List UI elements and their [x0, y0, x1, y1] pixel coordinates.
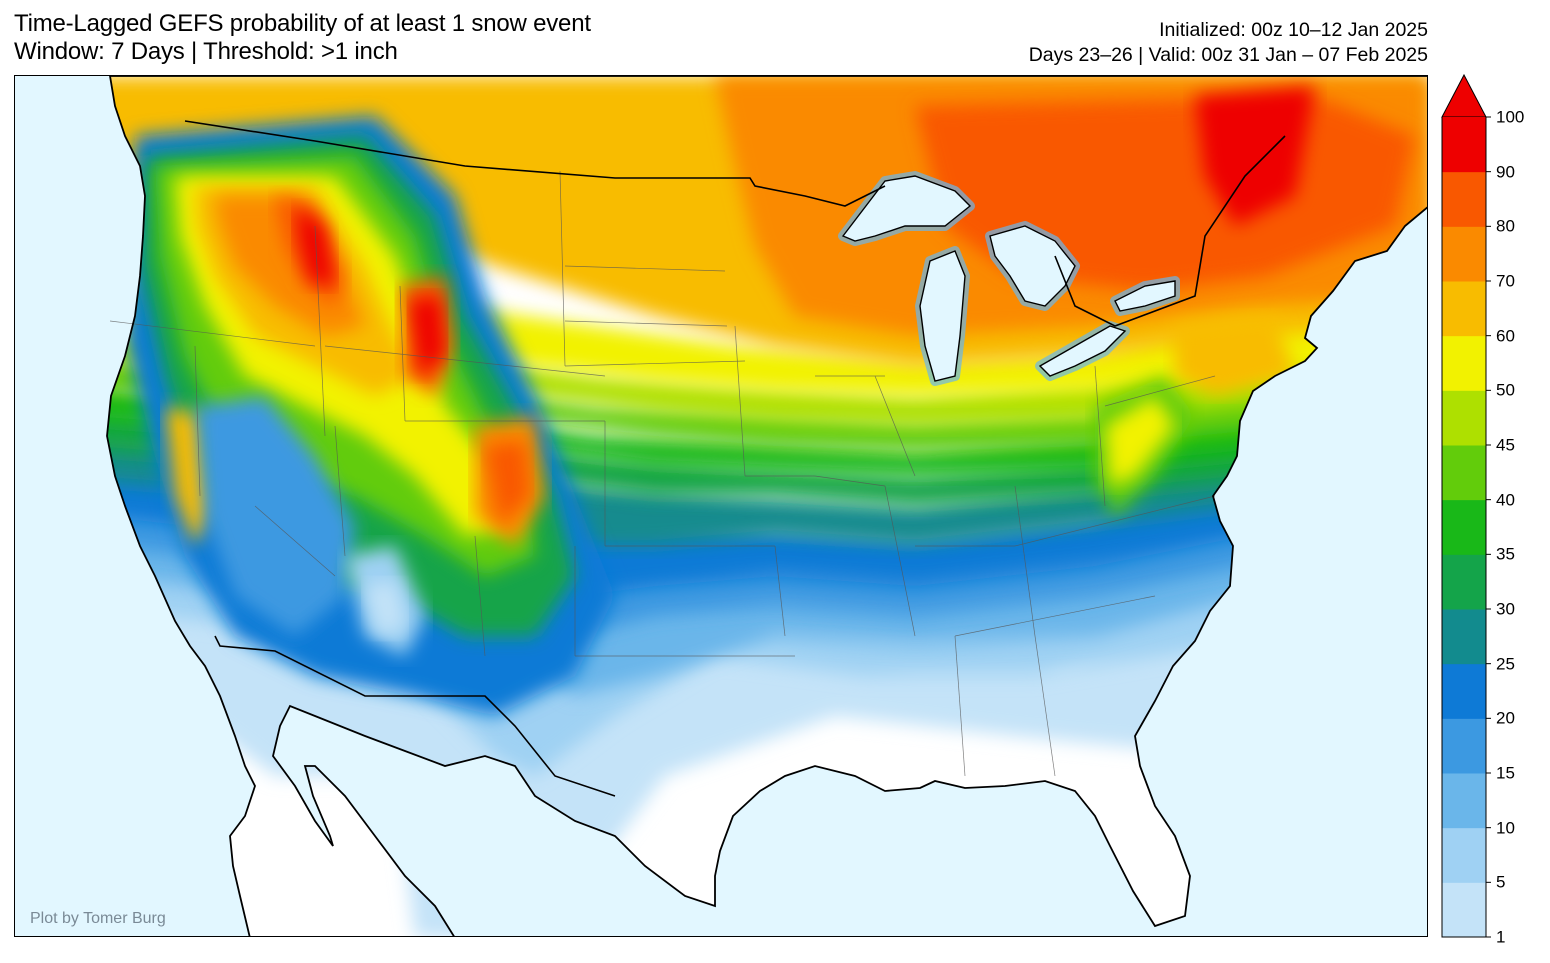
colorbar-frame	[1441, 117, 1487, 938]
state-border-line	[874, 375, 916, 477]
probability-shading	[107, 76, 1427, 936]
state-border-line	[109, 320, 316, 347]
state-border-line	[954, 595, 1156, 637]
state-border-line	[564, 320, 728, 327]
colorbar-label: 60	[1496, 326, 1515, 346]
colorbar-swatch	[1442, 882, 1486, 938]
national-borders	[106, 76, 1427, 936]
colorbar-extend-arrow	[1441, 73, 1487, 118]
colorbar-swatch	[1442, 554, 1486, 610]
us-canada-border	[184, 120, 886, 207]
state-border-line	[884, 485, 916, 637]
valid-time-label: Days 23–26 | Valid: 00z 31 Jan – 07 Feb …	[1028, 44, 1428, 66]
probability-contour	[1175, 316, 1295, 396]
colorbar-swatch	[1442, 827, 1486, 883]
init-time-label: Initialized: 00z 10–12 Jan 2025	[1159, 19, 1428, 41]
lake-huron	[989, 225, 1076, 307]
probability-contour	[107, 456, 1427, 636]
colorbar-label: 80	[1496, 216, 1515, 236]
state-border-line	[399, 285, 406, 422]
probability-contour	[1105, 396, 1175, 486]
colorbar-label: 30	[1496, 599, 1515, 619]
state-border-line	[559, 170, 566, 367]
colorbar-label: 20	[1496, 708, 1515, 728]
state-border-line	[1034, 635, 1056, 777]
state-border-line	[954, 635, 966, 777]
probability-contour	[107, 316, 1427, 426]
colorbar-scale	[1441, 73, 1491, 938]
colorbar-swatch	[1442, 117, 1486, 173]
state-border-line	[324, 345, 606, 377]
state-border-line	[564, 360, 746, 367]
colorbar-label: 45	[1496, 435, 1515, 455]
probability-contour	[107, 376, 1427, 476]
map-title: Time-Lagged GEFS probability of at least…	[14, 10, 591, 37]
colorbar-swatch	[1442, 609, 1486, 665]
colorbar-label: 5	[1496, 872, 1506, 892]
us-canada-border-east	[1054, 135, 1286, 327]
map-subtitle: Window: 7 Days | Threshold: >1 inch	[14, 38, 398, 65]
title-block: Time-Lagged GEFS probability of at least…	[14, 10, 591, 66]
colorbar-label: 40	[1496, 490, 1515, 510]
state-border-line	[254, 505, 336, 577]
colorbar-label: 90	[1496, 162, 1515, 182]
colorbar-swatch	[1442, 445, 1486, 501]
lake-erie	[1038, 325, 1127, 377]
probability-contour	[107, 416, 1427, 546]
state-border-line	[334, 425, 346, 557]
colorbar-swatch	[1442, 390, 1486, 446]
state-borders	[109, 170, 1216, 777]
state-border-line	[474, 535, 486, 657]
state-border-line	[1014, 485, 1036, 637]
state-border-line	[194, 345, 201, 497]
state-border-line	[1104, 375, 1216, 407]
probability-contour	[365, 581, 405, 636]
colorbar-swatch	[1442, 171, 1486, 227]
colorbar-label: 35	[1496, 544, 1515, 564]
probability-contour	[1195, 86, 1315, 226]
state-border-line	[774, 545, 786, 637]
probability-contour	[195, 396, 355, 636]
colorbar-label: 70	[1496, 271, 1515, 291]
plot-credit: Plot by Tomer Burg	[30, 910, 166, 927]
snow-probability-map	[106, 76, 1427, 936]
state-border-line	[1014, 495, 1216, 547]
run-info-block: Initialized: 00z 10–12 Jan 2025 Days 23–…	[1029, 18, 1428, 68]
colorbar-label: 25	[1496, 654, 1515, 674]
great-lakes	[838, 171, 1180, 386]
colorbar-swatch	[1442, 335, 1486, 391]
colorbar-swatch	[1442, 499, 1486, 555]
colorbar-labels: 1 5 10 15 20 25 30 35 40 45 50 60 70 80 90 100	[1496, 75, 1550, 947]
state-border-line	[814, 475, 886, 487]
colorbar-swatch	[1442, 281, 1486, 337]
map-panel: Plot by Tomer Burg	[14, 75, 1428, 937]
colorbar-swatch	[1442, 718, 1486, 774]
probability-contour	[107, 436, 1427, 596]
coastline	[106, 76, 1427, 936]
colorbar-legend: 1 5 10 15 20 25 30 35 40 45 50 60 70 80 90 100	[1440, 73, 1524, 946]
lake-ontario	[1114, 280, 1176, 312]
colorbar-label: 100	[1496, 107, 1525, 127]
probability-contour	[295, 206, 335, 286]
lake-superior	[841, 175, 972, 242]
state-border-line	[314, 225, 326, 437]
probability-contour	[107, 346, 1427, 451]
colorbar-swatch	[1442, 226, 1486, 282]
colorbar-label: 10	[1496, 818, 1515, 838]
lake-michigan	[919, 250, 966, 382]
probability-contour	[107, 396, 1427, 506]
probability-contour	[485, 441, 530, 526]
state-border-line	[1094, 365, 1106, 507]
us-mexico-border	[214, 635, 616, 797]
state-border-line	[564, 265, 726, 272]
colorbar-label: 50	[1496, 380, 1515, 400]
colorbar-label: 15	[1496, 763, 1515, 783]
colorbar-label: 1	[1496, 927, 1506, 947]
colorbar-swatch	[1442, 773, 1486, 829]
colorbar-swatch	[1442, 663, 1486, 719]
state-border-line	[734, 325, 746, 477]
